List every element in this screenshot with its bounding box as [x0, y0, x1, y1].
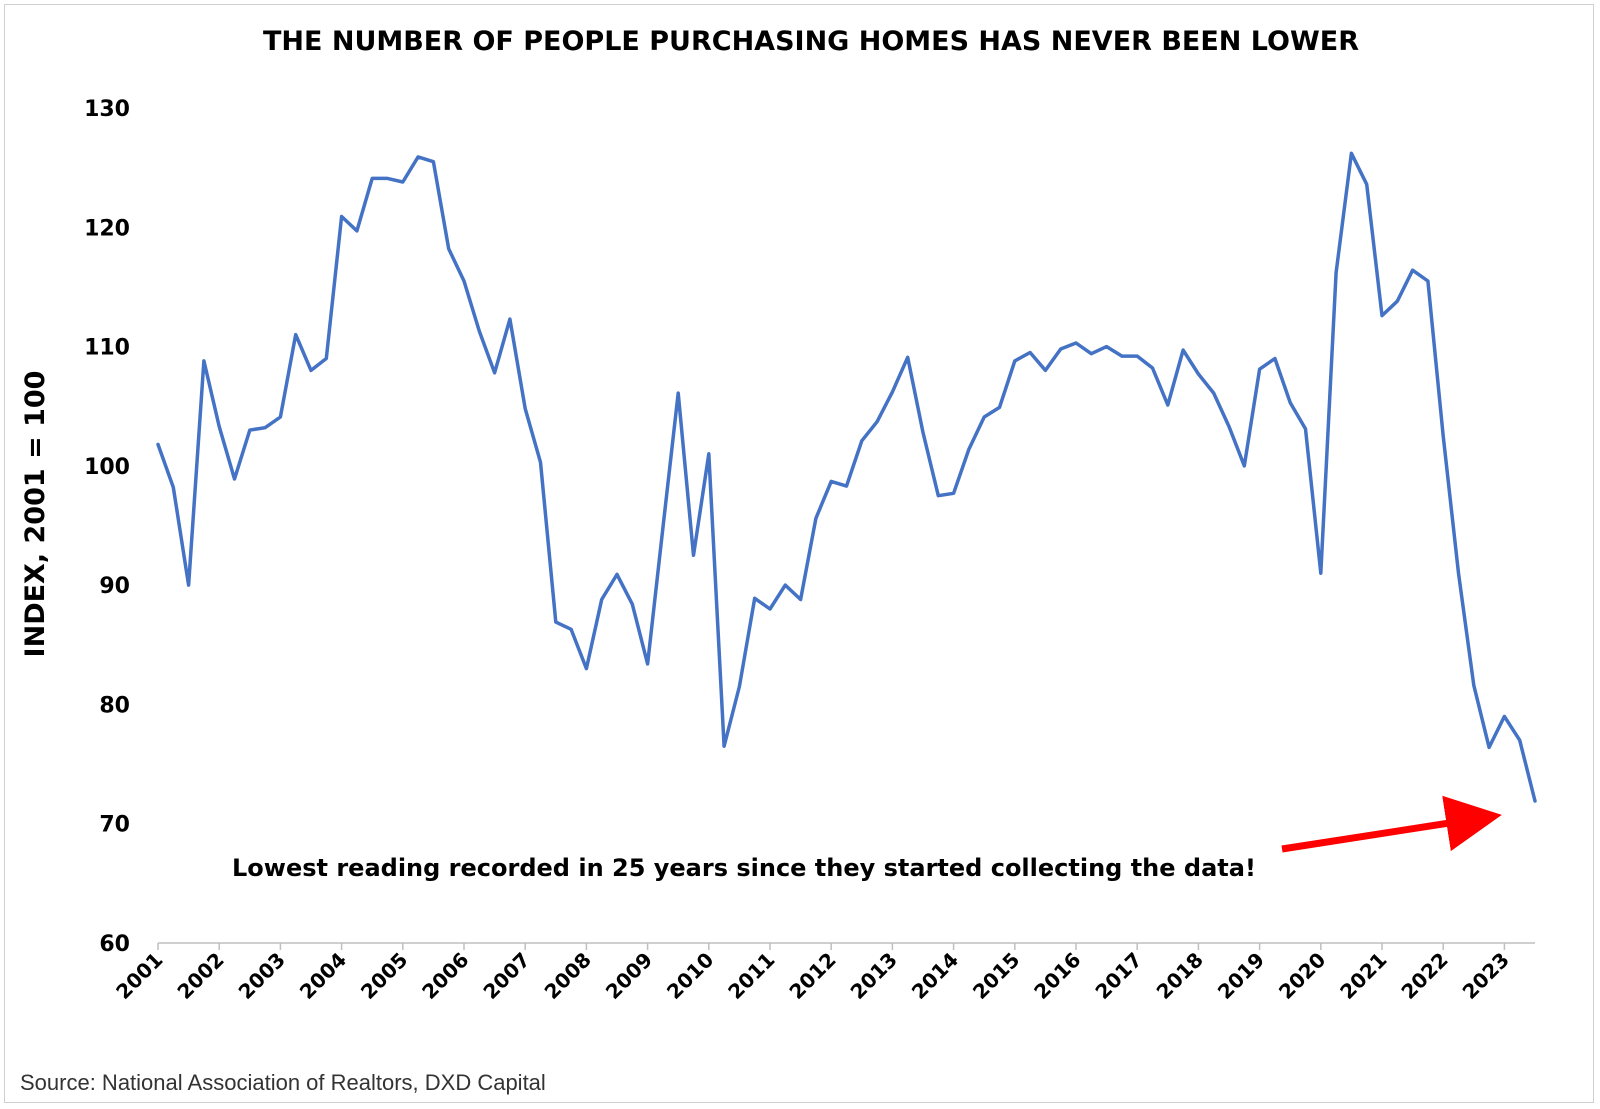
chart-frame	[4, 4, 1594, 1103]
x-tick-label: 2005	[356, 948, 412, 1004]
x-tick-label: 2016	[1029, 948, 1085, 1004]
chart-title: THE NUMBER OF PEOPLE PURCHASING HOMES HA…	[263, 26, 1359, 57]
x-tick-label: 2003	[234, 948, 290, 1004]
x-axis	[157, 942, 1535, 950]
y-axis-label: INDEX, 2001 = 100	[20, 371, 51, 658]
x-tick-label: 2023	[1458, 948, 1514, 1004]
series-line	[156, 151, 1537, 803]
y-tick-label: 90	[99, 574, 130, 599]
y-tick-labels: 60 70 80 90 100 110 120 130	[84, 97, 130, 957]
x-tick-label: 2014	[907, 948, 963, 1004]
x-tick-label: 2015	[968, 948, 1024, 1004]
y-tick-label: 60	[99, 932, 130, 957]
x-tick-label: 2010	[662, 948, 718, 1004]
x-tick-label: 2008	[540, 948, 596, 1004]
x-tick-label: 2012	[784, 948, 840, 1004]
x-tick-label: 2004	[295, 948, 351, 1004]
x-tick-label: 2021	[1335, 948, 1391, 1004]
x-tick-label: 2006	[417, 948, 473, 1004]
x-tick-label: 2017	[1090, 948, 1146, 1004]
y-tick-label: 100	[84, 455, 130, 480]
x-tick-labels: 2001 2002 2003 2004 2005 2006 2007 2008 2009 2010…	[111, 948, 1514, 1004]
x-tick-label: 2007	[478, 948, 534, 1004]
y-tick-label: 130	[84, 97, 130, 122]
y-tick-label: 70	[99, 813, 130, 838]
x-tick-label: 2013	[846, 948, 902, 1004]
annotation-arrow	[1281, 795, 1502, 853]
x-tick-label: 2011	[723, 948, 779, 1004]
y-tick-label: 120	[84, 216, 130, 241]
y-tick-label: 110	[84, 336, 130, 361]
x-tick-label: 2019	[1213, 948, 1269, 1004]
source-note: Source: National Association of Realtors…	[20, 1070, 546, 1095]
x-tick-label: 2002	[172, 948, 228, 1004]
x-tick-label: 2020	[1274, 948, 1330, 1004]
x-tick-label: 2018	[1152, 948, 1208, 1004]
y-tick-label: 80	[99, 693, 130, 718]
x-tick-label: 2009	[601, 948, 657, 1004]
annotation-text: Lowest reading recorded in 25 years sinc…	[232, 854, 1256, 882]
x-tick-label: 2022	[1396, 948, 1452, 1004]
